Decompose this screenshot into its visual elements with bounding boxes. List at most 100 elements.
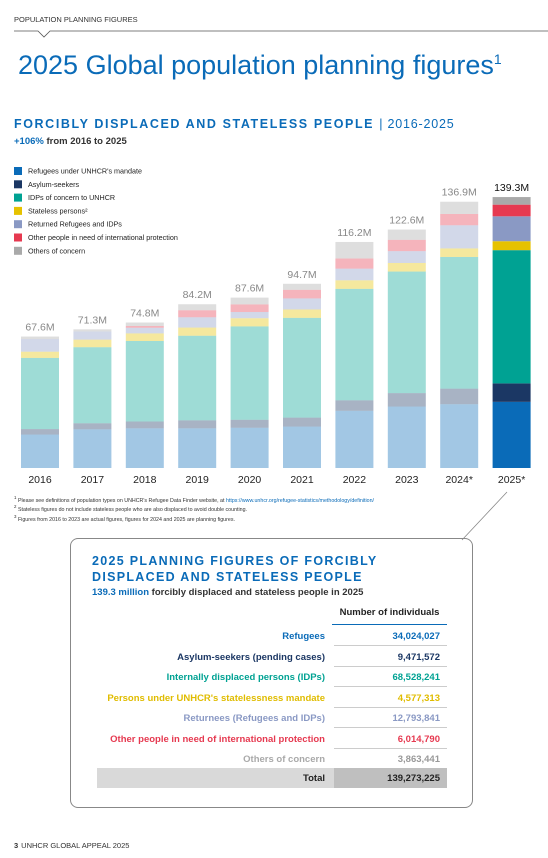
change: +106% bbox=[14, 136, 44, 147]
bar-segment bbox=[492, 197, 531, 205]
bar-segment bbox=[73, 339, 112, 348]
bar-segment bbox=[440, 213, 479, 226]
row-value: 9,471,572 bbox=[397, 651, 440, 663]
table-row: Other people in need of international pr… bbox=[97, 729, 447, 749]
bar-segment bbox=[230, 297, 269, 305]
row-label: Asylum-seekers (pending cases) bbox=[177, 651, 325, 663]
row-value: 3,863,441 bbox=[397, 754, 440, 765]
bar-segment bbox=[230, 304, 269, 313]
legend-label: Refugees under UNHCR's mandate bbox=[28, 167, 142, 176]
table-row: Asylum-seekers (pending cases) 9,471,572 bbox=[97, 647, 447, 667]
bar-segment bbox=[440, 388, 479, 405]
highlight: 139.3 million bbox=[92, 587, 150, 598]
bar-segment bbox=[283, 283, 321, 290]
row-rule bbox=[334, 645, 447, 646]
legend-swatch bbox=[14, 233, 22, 242]
x-tick-label: 2019 bbox=[186, 474, 210, 486]
total-label: 71.3M bbox=[78, 314, 107, 326]
row-label: Other people in need of international pr… bbox=[110, 733, 325, 745]
table-row: Internally displaced persons (IDPs) 68,52… bbox=[97, 667, 447, 687]
total-label: 67.6M bbox=[25, 322, 54, 334]
table-box bbox=[70, 538, 473, 808]
bar-segment bbox=[125, 322, 164, 327]
x-tick-label: 2025* bbox=[498, 474, 525, 486]
table-row: Returnees (Refugees and IDPs) 12,793,841 bbox=[97, 708, 447, 728]
total-label: 136.9M bbox=[442, 187, 477, 199]
total-label: 74.8M bbox=[130, 308, 159, 320]
legend-label: IDPs of concern to UNHCR bbox=[28, 193, 115, 202]
bar-segment bbox=[178, 317, 217, 328]
x-tick-label: 2017 bbox=[81, 474, 105, 486]
chart-subtitle: +106% from 2016 to 2025 bbox=[14, 136, 127, 147]
table-subtitle: 139.3 million forcibly displaced and sta… bbox=[92, 587, 363, 598]
title-note: 1 bbox=[493, 51, 502, 67]
footnote-text: Stateless figures do not include statele… bbox=[17, 507, 248, 514]
row-label: Returnees (Refugees and IDPs) bbox=[183, 713, 325, 724]
x-tick-label: 2021 bbox=[290, 474, 314, 486]
footnotes: 1 Please see definitions of population t… bbox=[14, 494, 374, 524]
bar-segment bbox=[440, 248, 479, 257]
bar-segment bbox=[230, 318, 269, 327]
subtitle-text: forcibly displaced and stateless people … bbox=[149, 587, 364, 598]
bar-segment bbox=[492, 383, 531, 402]
page-number: 3 bbox=[14, 841, 19, 850]
row-rule bbox=[334, 747, 447, 749]
legend-label: Asylum-seekers bbox=[28, 180, 80, 189]
footnote-link[interactable]: https://www.unhcr.org/refugee-statistics… bbox=[225, 497, 375, 504]
legend-swatch bbox=[14, 220, 22, 229]
legend-label: Other people in need of international pr… bbox=[28, 233, 178, 242]
bar-segment bbox=[492, 204, 531, 217]
bar-segment bbox=[387, 262, 426, 272]
bar-segment bbox=[387, 271, 426, 394]
change-text: from 2016 to 2025 bbox=[46, 136, 127, 147]
legend-swatch bbox=[14, 246, 22, 255]
total-label: 122.6M bbox=[389, 215, 424, 227]
bar-segment bbox=[178, 335, 217, 421]
table-row: Persons under UNHCR's statelessness mand… bbox=[97, 688, 447, 708]
bar-segment bbox=[283, 426, 321, 468]
bar-segment bbox=[73, 329, 112, 332]
bar-segment bbox=[230, 326, 269, 420]
bar-segment bbox=[283, 317, 321, 418]
total-label: 139.3M bbox=[494, 182, 529, 194]
callout-line bbox=[461, 491, 508, 541]
row-rule bbox=[334, 686, 447, 687]
footnote: 3 Figures from 2016 to 2023 are actual f… bbox=[14, 513, 374, 524]
bar-segment bbox=[178, 420, 217, 429]
bar-segment bbox=[335, 268, 374, 281]
footnote-mark: 3 bbox=[14, 513, 17, 519]
x-tick-label: 2020 bbox=[238, 474, 262, 486]
row-value: 68,528,241 bbox=[392, 672, 440, 683]
bar-segment bbox=[125, 333, 164, 341]
total-label: 116.2M bbox=[337, 227, 371, 239]
legend-label: Others of concern bbox=[28, 246, 85, 255]
legend-swatch bbox=[14, 193, 22, 202]
bar-segment bbox=[492, 401, 531, 468]
total-label: 87.6M bbox=[235, 283, 264, 295]
bar-segment bbox=[178, 327, 217, 336]
row-value: 6,014,790 bbox=[397, 733, 440, 745]
bar-segment bbox=[335, 410, 374, 468]
bar-segment bbox=[387, 239, 426, 252]
bar-segment bbox=[440, 404, 479, 468]
total-label: 94.7M bbox=[287, 269, 316, 281]
chart-title-text: FORCIBLY DISPLACED AND STATELESS PEOPLE bbox=[14, 117, 375, 131]
bar-segment bbox=[21, 429, 59, 435]
bar-segment bbox=[73, 347, 112, 424]
bar-segment bbox=[230, 427, 269, 468]
row-label: Internally displaced persons (IDPs) bbox=[166, 672, 325, 683]
bar-segment bbox=[283, 309, 321, 318]
total-row: Total 139,273,225 bbox=[97, 768, 447, 788]
bar-segment bbox=[178, 304, 217, 311]
row-rule bbox=[334, 727, 447, 728]
bar-segment bbox=[230, 419, 269, 428]
bar-segment bbox=[283, 298, 321, 310]
row-label: Others of concern bbox=[243, 754, 325, 765]
bar-segment bbox=[335, 400, 374, 411]
bar-segment bbox=[73, 331, 112, 340]
bar-segment bbox=[178, 310, 217, 318]
footnote: 1 Please see definitions of population t… bbox=[14, 494, 374, 505]
bar-segment bbox=[387, 393, 426, 407]
bar-segment bbox=[178, 428, 217, 468]
